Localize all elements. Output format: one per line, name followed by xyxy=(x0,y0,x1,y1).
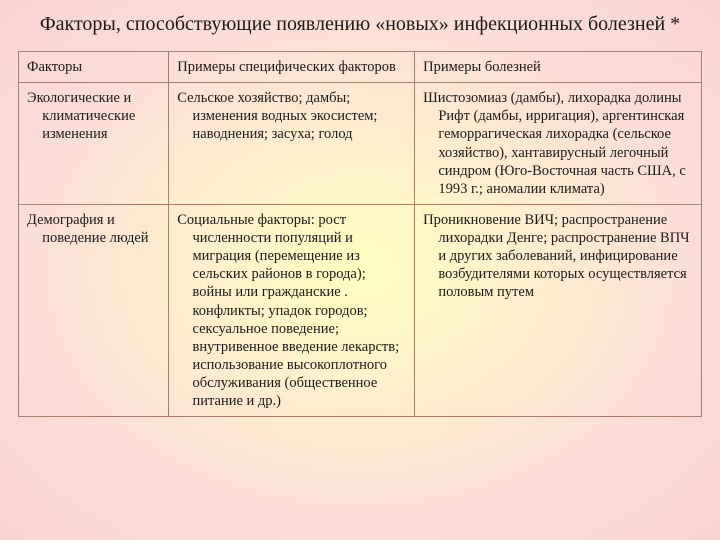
cell-specific: Сельское хозяйство; дамбы; изменения вод… xyxy=(169,83,415,205)
col-header-diseases: Примеры болезней xyxy=(415,52,702,83)
cell-diseases: Шистозомиаз (дамбы), лихорадка долины Ри… xyxy=(415,83,702,205)
table-row: Экологические и климатические изменения … xyxy=(19,83,702,205)
cell-diseases: Проникновение ВИЧ; распространение лихор… xyxy=(415,204,702,416)
cell-factor: Экологические и климатические изменения xyxy=(19,83,169,205)
col-header-specific: Примеры специфических факторов xyxy=(169,52,415,83)
slide-title: Факторы, способствующие появлению «новых… xyxy=(18,12,702,37)
table-header-row: Факторы Примеры специфических факторов П… xyxy=(19,52,702,83)
factors-table: Факторы Примеры специфических факторов П… xyxy=(18,51,702,417)
cell-factor: Демография и поведение людей xyxy=(19,204,169,416)
col-header-factors: Факторы xyxy=(19,52,169,83)
slide: { "title": "Факторы, способствующие появ… xyxy=(0,0,720,540)
cell-specific: Социальные факторы: рост численности поп… xyxy=(169,204,415,416)
table-row: Демография и поведение людей Социальные … xyxy=(19,204,702,416)
